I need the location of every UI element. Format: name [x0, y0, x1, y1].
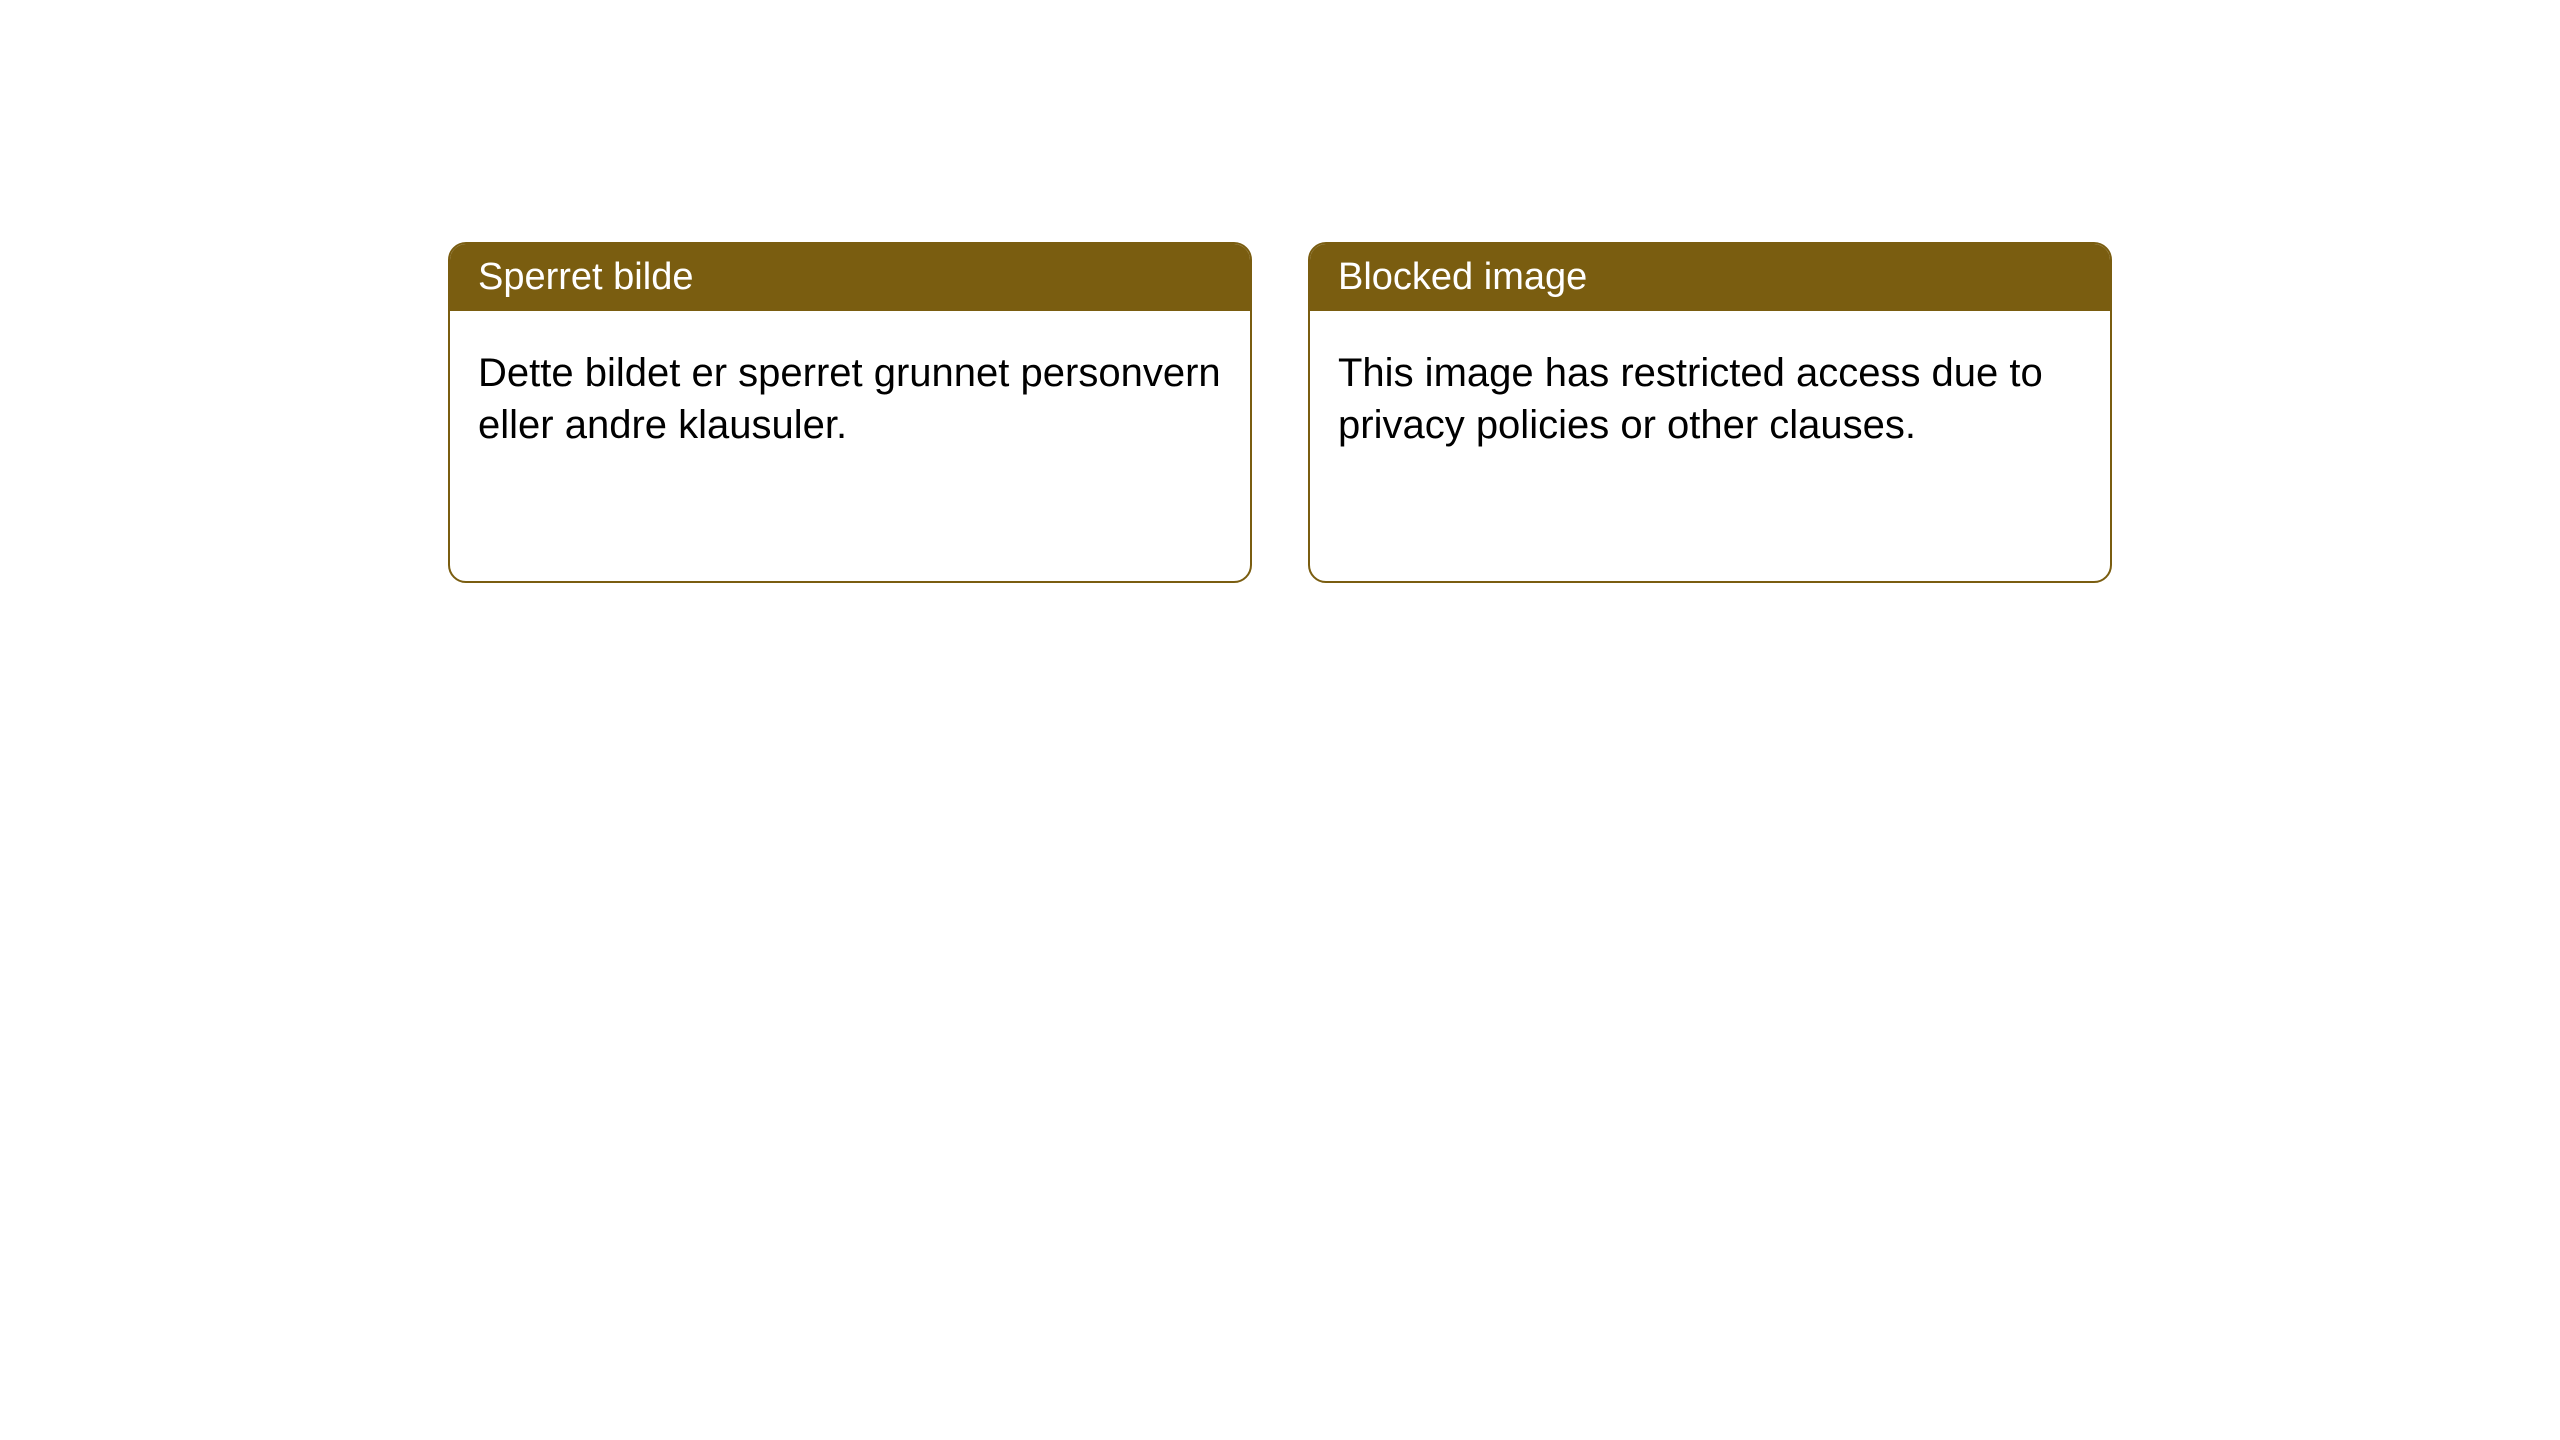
- notice-card-english: Blocked image This image has restricted …: [1308, 242, 2112, 583]
- card-body: This image has restricted access due to …: [1310, 311, 2110, 581]
- notice-card-norwegian: Sperret bilde Dette bildet er sperret gr…: [448, 242, 1252, 583]
- card-title: Blocked image: [1338, 256, 1587, 298]
- card-header: Blocked image: [1310, 244, 2110, 311]
- card-title: Sperret bilde: [478, 256, 693, 298]
- card-body-text: This image has restricted access due to …: [1338, 351, 2043, 447]
- notice-cards-container: Sperret bilde Dette bildet er sperret gr…: [448, 242, 2112, 583]
- card-body: Dette bildet er sperret grunnet personve…: [450, 311, 1250, 581]
- card-body-text: Dette bildet er sperret grunnet personve…: [478, 351, 1221, 447]
- card-header: Sperret bilde: [450, 244, 1250, 311]
